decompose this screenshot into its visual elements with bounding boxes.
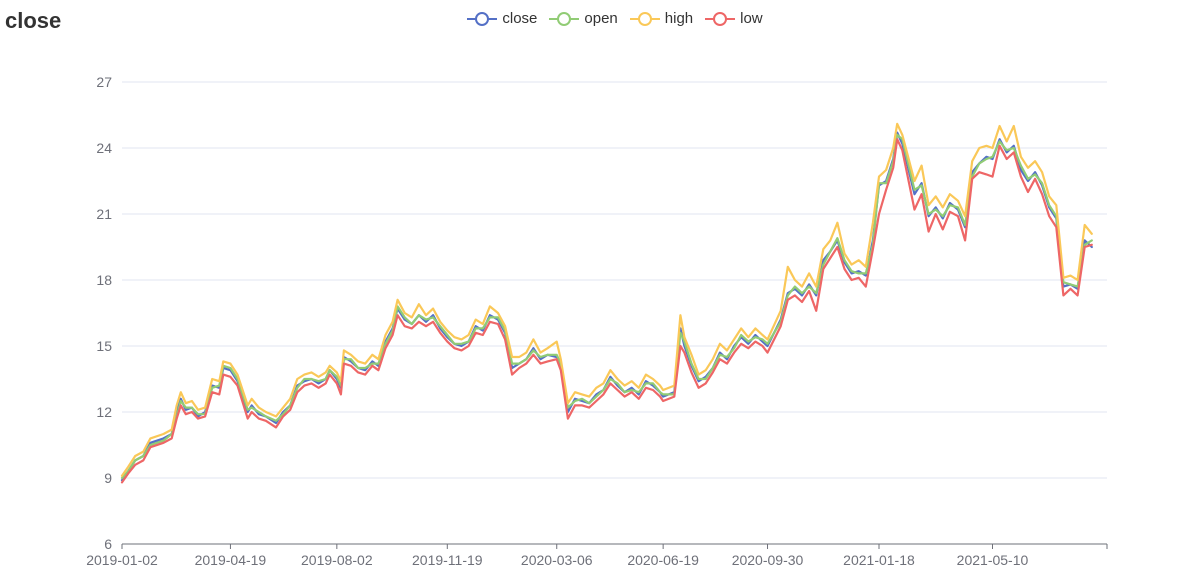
legend-line-circle-icon-low [705, 12, 736, 26]
y-tick-label: 9 [104, 470, 112, 486]
x-tick-label: 2019-04-19 [195, 552, 267, 568]
y-tick-label: 12 [96, 404, 112, 420]
series-line-low [120, 138, 1093, 484]
x-tick-label: 2019-01-02 [86, 552, 158, 568]
legend-line-circle-icon-high [629, 12, 660, 26]
x-tick-label: 2019-11-19 [412, 552, 483, 568]
legend-item-high[interactable]: high [629, 10, 694, 28]
legend-label-close: close [502, 10, 538, 27]
x-tick-label: 2021-05-10 [957, 552, 1029, 568]
y-tick-label: 24 [96, 140, 112, 156]
series-line-close [120, 131, 1093, 482]
x-tick-label: 2019-08-02 [301, 552, 373, 568]
y-tick-label: 27 [96, 74, 112, 90]
y-tick-label: 15 [96, 338, 112, 354]
y-tick-label: 18 [96, 272, 112, 288]
x-tick-label: 2020-09-30 [732, 552, 804, 568]
legend-line-circle-icon-close [467, 12, 498, 26]
y-tick-label: 21 [96, 206, 112, 222]
legend-item-low[interactable]: low [705, 10, 763, 28]
legend-label-open: open [584, 10, 618, 27]
chart-title: close [5, 8, 62, 33]
x-tick-label: 2021-01-18 [843, 552, 915, 568]
series-line-open [120, 133, 1093, 480]
legend-label-high: high [664, 10, 694, 27]
x-tick-label: 2020-06-19 [627, 552, 699, 568]
series-line-high [120, 122, 1093, 477]
y-tick-label: 6 [104, 536, 112, 552]
legend-item-close[interactable]: close [467, 10, 537, 28]
legend-label-low: low [740, 10, 763, 27]
x-tick-label: 2020-03-06 [521, 552, 593, 568]
legend-line-circle-icon-open [549, 12, 580, 26]
legend: close open high low [0, 10, 1192, 28]
legend-item-open[interactable]: open [549, 10, 618, 28]
